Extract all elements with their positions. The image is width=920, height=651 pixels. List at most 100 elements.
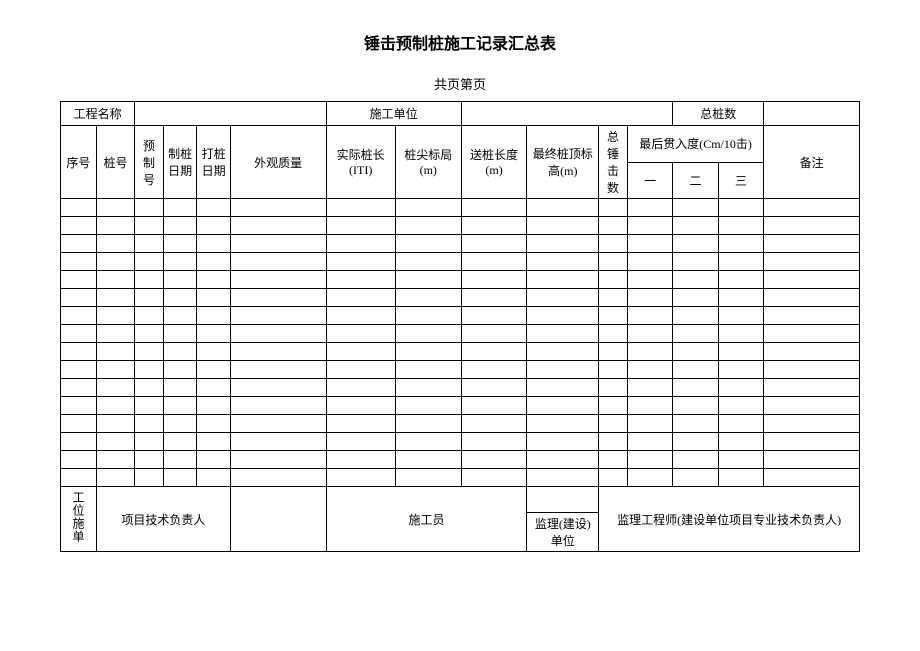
table-cell bbox=[61, 379, 97, 397]
table-cell bbox=[197, 451, 230, 469]
table-cell bbox=[673, 469, 718, 487]
table-cell bbox=[230, 379, 326, 397]
table-cell bbox=[163, 379, 196, 397]
table-cell bbox=[135, 379, 164, 397]
table-cell bbox=[599, 217, 628, 235]
table-cell bbox=[599, 433, 628, 451]
table-cell bbox=[197, 235, 230, 253]
table-cell bbox=[461, 325, 527, 343]
table-cell bbox=[599, 379, 628, 397]
table-cell bbox=[326, 199, 395, 217]
table-cell bbox=[527, 271, 599, 289]
table-cell bbox=[627, 217, 672, 235]
table-cell bbox=[673, 217, 718, 235]
table-cell bbox=[230, 235, 326, 253]
table-cell bbox=[527, 289, 599, 307]
table-cell bbox=[527, 325, 599, 343]
table-cell bbox=[163, 271, 196, 289]
table-cell bbox=[395, 469, 461, 487]
col-drive-date: 打桩日期 bbox=[197, 126, 230, 199]
page-title: 锤击预制桩施工记录汇总表 bbox=[60, 30, 860, 54]
table-cell bbox=[673, 235, 718, 253]
table-cell bbox=[61, 397, 97, 415]
table-cell bbox=[96, 199, 134, 217]
column-header-row-1: 序号 桩号 预制号 制桩日期 打桩日期 外观质量 实际桩长(ITI) 桩尖标局(… bbox=[61, 126, 860, 163]
table-cell bbox=[599, 343, 628, 361]
table-cell bbox=[764, 361, 860, 379]
table-cell bbox=[627, 199, 672, 217]
table-cell bbox=[718, 415, 763, 433]
main-table: 工程名称 施工单位 总桩数 序号 桩号 预制号 制桩日期 打桩日期 外观质量 实… bbox=[60, 101, 860, 552]
table-cell bbox=[395, 451, 461, 469]
project-name-label: 工程名称 bbox=[61, 102, 135, 126]
table-cell bbox=[461, 379, 527, 397]
table-cell bbox=[135, 343, 164, 361]
table-row bbox=[61, 397, 860, 415]
table-cell bbox=[61, 361, 97, 379]
table-cell bbox=[527, 397, 599, 415]
col-remark: 备注 bbox=[764, 126, 860, 199]
table-cell bbox=[764, 235, 860, 253]
table-cell bbox=[718, 271, 763, 289]
table-cell bbox=[395, 415, 461, 433]
footer-row-1: 工位施单 项目技术负责人 施工员 监理工程师(建设单位项目专业技术负责人) bbox=[61, 487, 860, 513]
table-cell bbox=[395, 253, 461, 271]
table-cell bbox=[527, 199, 599, 217]
table-cell bbox=[197, 217, 230, 235]
table-cell bbox=[673, 397, 718, 415]
table-cell bbox=[527, 469, 599, 487]
table-cell bbox=[197, 415, 230, 433]
table-cell bbox=[527, 343, 599, 361]
table-cell bbox=[96, 235, 134, 253]
table-cell bbox=[197, 271, 230, 289]
table-cell bbox=[326, 235, 395, 253]
col-prefab-no: 预制号 bbox=[135, 126, 164, 199]
col-pile-no: 桩号 bbox=[96, 126, 134, 199]
table-cell bbox=[627, 451, 672, 469]
table-cell bbox=[718, 235, 763, 253]
table-cell bbox=[163, 217, 196, 235]
table-cell bbox=[197, 379, 230, 397]
table-cell bbox=[326, 415, 395, 433]
table-cell bbox=[326, 289, 395, 307]
table-cell bbox=[326, 433, 395, 451]
table-cell bbox=[61, 451, 97, 469]
table-cell bbox=[135, 325, 164, 343]
table-cell bbox=[61, 433, 97, 451]
table-cell bbox=[764, 433, 860, 451]
table-cell bbox=[135, 433, 164, 451]
table-cell bbox=[673, 415, 718, 433]
table-cell bbox=[326, 361, 395, 379]
table-cell bbox=[718, 469, 763, 487]
table-cell bbox=[599, 361, 628, 379]
table-cell bbox=[61, 469, 97, 487]
table-cell bbox=[627, 325, 672, 343]
footer-tech-lead-value bbox=[230, 487, 326, 552]
table-cell bbox=[163, 235, 196, 253]
table-cell bbox=[461, 397, 527, 415]
table-cell bbox=[163, 199, 196, 217]
table-cell bbox=[673, 307, 718, 325]
table-cell bbox=[197, 253, 230, 271]
table-cell bbox=[461, 451, 527, 469]
table-cell bbox=[197, 307, 230, 325]
table-cell bbox=[197, 397, 230, 415]
table-cell bbox=[326, 217, 395, 235]
col-pen-3: 三 bbox=[718, 162, 763, 199]
table-cell bbox=[461, 217, 527, 235]
table-cell bbox=[461, 361, 527, 379]
table-cell bbox=[163, 307, 196, 325]
table-row bbox=[61, 289, 860, 307]
table-cell bbox=[326, 307, 395, 325]
table-cell bbox=[61, 307, 97, 325]
table-cell bbox=[135, 199, 164, 217]
table-cell bbox=[96, 433, 134, 451]
table-cell bbox=[673, 451, 718, 469]
table-cell bbox=[718, 199, 763, 217]
table-cell bbox=[764, 343, 860, 361]
table-cell bbox=[197, 343, 230, 361]
table-cell bbox=[135, 307, 164, 325]
table-cell bbox=[163, 325, 196, 343]
footer-supervisor-eng: 监理工程师(建设单位项目专业技术负责人) bbox=[599, 487, 860, 552]
table-row bbox=[61, 325, 860, 343]
